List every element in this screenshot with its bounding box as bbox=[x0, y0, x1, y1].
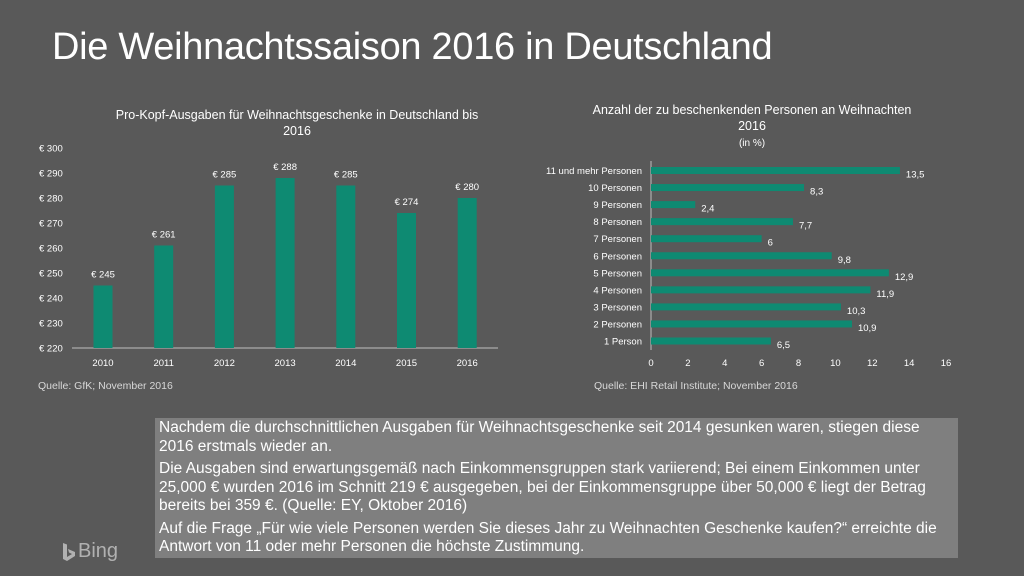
summary-paragraph-1: Nachdem die durchschnittlichen Ausgaben … bbox=[159, 419, 920, 455]
left-bar-data-label: € 288 bbox=[273, 162, 297, 173]
right-category-label: 5 Personen bbox=[593, 268, 642, 279]
bing-logo-icon bbox=[63, 542, 75, 561]
summary-textbox: Nachdem die durchschnittlichen Ausgaben … bbox=[155, 418, 958, 558]
right-chart-subtitle: (in %) bbox=[739, 138, 765, 149]
left-x-tick-label: 2010 bbox=[92, 358, 113, 369]
left-x-tick-label: 2013 bbox=[275, 358, 296, 369]
right-category-label: 6 Personen bbox=[593, 251, 642, 262]
left-y-tick-label: € 270 bbox=[39, 219, 63, 230]
left-bar-data-label: € 285 bbox=[334, 170, 358, 181]
left-x-tick-label: 2016 bbox=[457, 358, 478, 369]
right-bar-data-label: 6,5 bbox=[777, 340, 790, 351]
left-x-tick-label: 2012 bbox=[214, 358, 235, 369]
bing-watermark: Bing bbox=[62, 540, 118, 563]
left-x-tick-label: 2015 bbox=[396, 358, 417, 369]
left-bar bbox=[397, 213, 416, 348]
right-bar-data-label: 2,4 bbox=[701, 204, 714, 215]
left-bar bbox=[336, 185, 356, 348]
left-chart-source: Quelle: GfK; November 2016 bbox=[38, 380, 173, 392]
right-bar-data-label: 12,9 bbox=[895, 272, 914, 283]
left-bar-data-label: € 261 bbox=[152, 230, 176, 241]
right-bar bbox=[651, 337, 771, 345]
slide-title: Die Weihnachtssaison 2016 in Deutschland bbox=[52, 26, 773, 68]
charts-canvas: Pro-Kopf-Ausgaben für Weihnachtsgeschenk… bbox=[39, 103, 952, 369]
right-bar-data-label: 6 bbox=[768, 238, 773, 249]
right-x-tick-label: 4 bbox=[722, 358, 727, 369]
right-bar bbox=[651, 252, 832, 260]
right-category-label: 9 Personen bbox=[593, 200, 642, 211]
bing-text: Bing bbox=[78, 540, 119, 562]
right-x-tick-label: 12 bbox=[867, 358, 878, 369]
right-x-tick-label: 14 bbox=[904, 358, 915, 369]
right-bar bbox=[651, 218, 793, 226]
right-bar bbox=[651, 184, 805, 192]
left-bar-data-label: € 274 bbox=[395, 197, 419, 208]
right-category-label: 3 Personen bbox=[593, 302, 642, 313]
right-bar bbox=[651, 201, 696, 209]
right-bar-data-label: 7,7 bbox=[799, 221, 812, 232]
right-x-tick-label: 6 bbox=[759, 358, 764, 369]
left-x-tick-label: 2014 bbox=[335, 358, 356, 369]
left-y-tick-label: € 230 bbox=[39, 319, 63, 330]
right-category-label: 1 Person bbox=[604, 337, 642, 348]
left-chart-title: 2016 bbox=[283, 124, 311, 138]
left-x-tick-label: 2011 bbox=[153, 358, 173, 369]
summary-paragraph-2: Die Ausgaben sind erwartungsgemäß nach E… bbox=[159, 460, 926, 514]
left-y-tick-label: € 300 bbox=[39, 144, 63, 155]
left-bar-data-label: € 280 bbox=[455, 182, 479, 193]
right-x-tick-label: 2 bbox=[685, 358, 690, 369]
left-bar bbox=[93, 285, 113, 348]
right-category-label: 4 Personen bbox=[593, 285, 642, 296]
right-bar bbox=[651, 235, 762, 243]
left-bar bbox=[214, 185, 234, 348]
right-category-label: 2 Personen bbox=[593, 319, 642, 330]
left-bar-data-label: € 245 bbox=[91, 270, 115, 281]
right-bar bbox=[651, 303, 841, 311]
left-y-tick-label: € 240 bbox=[39, 294, 63, 305]
left-y-tick-label: € 260 bbox=[39, 244, 63, 255]
right-x-tick-label: 0 bbox=[648, 358, 653, 369]
right-bar-data-label: 13,5 bbox=[906, 170, 925, 181]
right-bar bbox=[651, 320, 852, 328]
left-bar bbox=[154, 245, 174, 348]
right-category-label: 11 und mehr Personen bbox=[546, 166, 642, 177]
right-bar-data-label: 11,9 bbox=[876, 289, 894, 300]
right-chart-title: Anzahl der zu beschenkenden Personen an … bbox=[593, 103, 912, 117]
summary-paragraph-3: Auf die Frage „Für wie viele Personen we… bbox=[159, 519, 937, 556]
left-bar bbox=[275, 178, 295, 348]
right-bar bbox=[651, 286, 871, 294]
left-bar bbox=[457, 198, 477, 348]
right-chart-source: Quelle: EHI Retail Institute; November 2… bbox=[594, 380, 798, 392]
left-y-tick-label: € 290 bbox=[39, 169, 63, 180]
left-y-tick-label: € 220 bbox=[39, 344, 63, 355]
right-chart-title: 2016 bbox=[738, 119, 766, 133]
left-y-tick-label: € 250 bbox=[39, 269, 63, 280]
right-x-tick-label: 16 bbox=[941, 358, 952, 369]
right-bar-data-label: 8,3 bbox=[810, 187, 823, 198]
left-y-tick-label: € 280 bbox=[39, 194, 63, 205]
right-bar-data-label: 9,8 bbox=[838, 255, 851, 266]
right-bar bbox=[651, 167, 900, 174]
right-category-label: 8 Personen bbox=[593, 217, 642, 228]
right-bar-data-label: 10,3 bbox=[847, 306, 866, 317]
left-chart-title: Pro-Kopf-Ausgaben für Weihnachtsgeschenk… bbox=[116, 108, 478, 122]
right-bar bbox=[651, 269, 889, 277]
right-x-tick-label: 10 bbox=[830, 358, 841, 369]
right-category-label: 7 Personen bbox=[593, 234, 642, 245]
left-bar-data-label: € 285 bbox=[213, 170, 237, 181]
right-x-tick-label: 8 bbox=[796, 358, 801, 369]
right-category-label: 10 Personen bbox=[588, 183, 642, 194]
right-bar-data-label: 10,9 bbox=[858, 323, 877, 334]
